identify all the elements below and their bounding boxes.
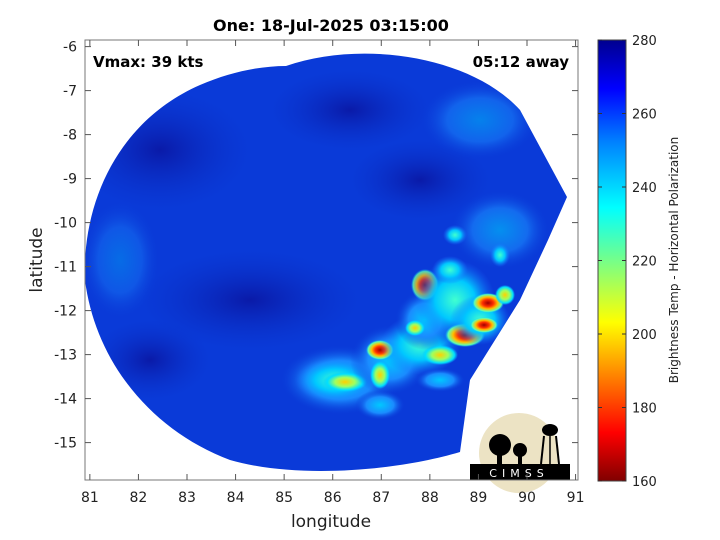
x-tick-label: 87 — [372, 490, 390, 506]
y-tick-label: -8 — [63, 128, 77, 144]
x-tick-label: 81 — [81, 490, 99, 506]
x-tick-label: 88 — [421, 490, 439, 506]
plot-title: One: 18-Jul-2025 03:15:00 — [213, 16, 449, 35]
colorbar-tick-label: 180 — [632, 402, 657, 417]
time-away-label: 05:12 away — [473, 53, 570, 71]
map-axes: CIMSS Vmax: 39 kts 05:12 away 81 82 83 84 85… — [54, 39, 585, 506]
y-axis-ticks: -6 -7 -8 -9 -10 -11 -12 -13 -14 -15 — [54, 40, 578, 452]
y-tick-label: -10 — [54, 216, 77, 232]
y-tick-label: -12 — [54, 304, 77, 320]
y-tick-label: -11 — [54, 260, 77, 276]
y-tick-label: -14 — [54, 392, 77, 408]
x-tick-label: 86 — [324, 490, 342, 506]
colorbar-ticks: 280 260 240 220 200 180 160 — [598, 34, 657, 490]
vmax-label: Vmax: 39 kts — [93, 53, 203, 71]
brightness-temp-swath — [84, 53, 567, 472]
colorbar-tick-label: 240 — [632, 181, 657, 196]
y-tick-label: -7 — [63, 84, 77, 100]
x-tick-label: 82 — [130, 490, 148, 506]
x-tick-label: 89 — [470, 490, 488, 506]
x-tick-label: 84 — [227, 490, 245, 506]
colorbar-tick-label: 280 — [632, 34, 657, 49]
cimss-logo-text: CIMSS — [489, 467, 548, 480]
x-tick-label: 91 — [567, 490, 585, 506]
x-axis-label: longitude — [291, 512, 371, 532]
y-tick-label: -6 — [63, 40, 77, 56]
colorbar-tick-label: 200 — [632, 328, 657, 343]
y-tick-label: -13 — [54, 348, 77, 364]
colorbar-tick-label: 160 — [632, 475, 657, 490]
colorbar-tick-label: 220 — [632, 255, 657, 270]
y-tick-label: -9 — [63, 172, 77, 188]
x-axis-ticks: 81 82 83 84 85 86 87 88 89 90 91 — [81, 40, 585, 506]
y-tick-label: -15 — [54, 436, 77, 452]
colorbar: 280 260 240 220 200 180 160 Brightness Temp - … — [597, 34, 681, 490]
x-tick-label: 85 — [275, 490, 293, 506]
cimss-logo: CIMSS — [470, 413, 570, 493]
colorbar-scale — [597, 39, 627, 482]
y-axis-label: latitude — [27, 227, 47, 292]
colorbar-tick-label: 260 — [632, 108, 657, 123]
x-tick-label: 90 — [518, 490, 536, 506]
x-tick-label: 83 — [178, 490, 196, 506]
colorbar-label: Brightness Temp - Horizontal Polarizatio… — [667, 137, 681, 384]
